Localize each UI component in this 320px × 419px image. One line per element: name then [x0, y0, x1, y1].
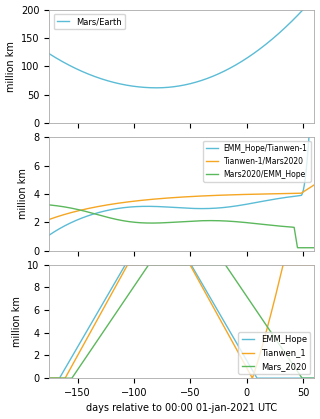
Line: Mars2020/EMM_Hope: Mars2020/EMM_Hope: [49, 205, 315, 248]
Tianwen_1: [61, 376, 65, 381]
Mars2020/EMM_Hope: [169, 220, 173, 225]
Tianwen_1: [305, 262, 309, 267]
Mars2020/EMM_Hope: [305, 245, 309, 250]
Line: Tianwen_1: Tianwen_1: [49, 265, 315, 378]
Line: Tianwen-1/Mars2020: Tianwen-1/Mars2020: [49, 185, 315, 220]
EMM_Hope: [256, 376, 260, 381]
Legend: EMM_Hope, Tianwen_1, Mars_2020: EMM_Hope, Tianwen_1, Mars_2020: [238, 332, 310, 374]
EMM_Hope: [124, 262, 127, 267]
Mars_2020: [176, 262, 180, 267]
Line: EMM_Hope/Tianwen-1: EMM_Hope/Tianwen-1: [49, 31, 315, 235]
EMM_Hope/Tianwen-1: [176, 205, 180, 210]
Tianwen-1/Mars2020: [176, 195, 180, 200]
Tianwen-1/Mars2020: [169, 195, 173, 200]
Tianwen_1: [169, 262, 173, 267]
Line: Mars_2020: Mars_2020: [49, 265, 315, 378]
EMM_Hope: [313, 376, 316, 381]
Mars_2020: [305, 376, 309, 381]
Y-axis label: million km: million km: [18, 168, 28, 219]
Legend: EMM_Hope/Tianwen-1, Tianwen-1/Mars2020, Mars2020/EMM_Hope: EMM_Hope/Tianwen-1, Tianwen-1/Mars2020, …: [203, 141, 311, 182]
EMM_Hope: [305, 376, 309, 381]
Mars2020/EMM_Hope: [256, 221, 260, 226]
Mars2020/EMM_Hope: [47, 202, 51, 207]
Mars_2020: [256, 311, 260, 316]
Tianwen_1: [313, 262, 316, 267]
Line: EMM_Hope: EMM_Hope: [49, 265, 315, 378]
Y-axis label: million km: million km: [5, 41, 16, 92]
Mars_2020: [305, 376, 309, 381]
EMM_Hope: [305, 376, 309, 381]
Tianwen_1: [256, 357, 260, 362]
Mars_2020: [61, 376, 65, 381]
Tianwen-1/Mars2020: [305, 187, 309, 192]
Tianwen-1/Mars2020: [305, 187, 308, 192]
EMM_Hope/Tianwen-1: [61, 224, 65, 229]
EMM_Hope: [176, 262, 180, 267]
EMM_Hope/Tianwen-1: [305, 163, 308, 168]
EMM_Hope: [169, 262, 173, 267]
Mars_2020: [147, 262, 151, 267]
Tianwen-1/Mars2020: [256, 191, 260, 197]
EMM_Hope: [47, 376, 51, 381]
EMM_Hope/Tianwen-1: [169, 205, 173, 210]
Mars2020/EMM_Hope: [305, 245, 309, 250]
Mars2020/EMM_Hope: [296, 245, 300, 250]
Tianwen_1: [176, 262, 180, 267]
Mars_2020: [313, 376, 316, 381]
Mars2020/EMM_Hope: [176, 220, 180, 225]
Tianwen_1: [126, 262, 130, 267]
EMM_Hope/Tianwen-1: [47, 233, 51, 238]
Tianwen-1/Mars2020: [313, 182, 316, 187]
Mars_2020: [47, 376, 51, 381]
Mars2020/EMM_Hope: [61, 204, 65, 209]
Legend: Mars/Earth: Mars/Earth: [53, 14, 125, 29]
EMM_Hope/Tianwen-1: [256, 199, 260, 204]
EMM_Hope: [61, 370, 65, 375]
Tianwen_1: [47, 376, 51, 381]
Tianwen_1: [305, 262, 309, 267]
EMM_Hope/Tianwen-1: [313, 28, 316, 34]
Tianwen-1/Mars2020: [61, 212, 65, 217]
Mars_2020: [169, 262, 173, 267]
Tianwen-1/Mars2020: [47, 217, 51, 222]
X-axis label: days relative to 00:00 01-jan-2021 UTC: days relative to 00:00 01-jan-2021 UTC: [86, 403, 277, 414]
EMM_Hope/Tianwen-1: [305, 162, 309, 167]
Y-axis label: million km: million km: [12, 296, 22, 347]
Mars2020/EMM_Hope: [313, 245, 316, 250]
